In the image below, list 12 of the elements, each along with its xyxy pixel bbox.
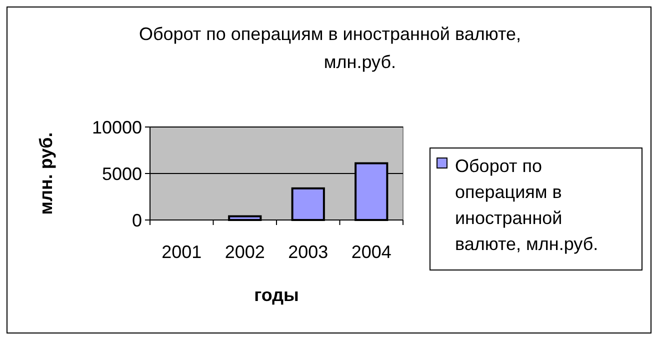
legend-label: Оборот по операциям в иностранной валюте, млн.руб. [455, 156, 598, 254]
x-tick-label: 2003 [288, 242, 328, 262]
bar [291, 187, 325, 221]
chart-title: Оборот по операциям в иностранной валюте, млн.руб. [138, 24, 522, 72]
x-tick-label: 2004 [351, 242, 392, 262]
y-tick-label: 10000 [92, 117, 142, 138]
y-tick-label: 0 [132, 210, 142, 230]
x-axis-title: годы [254, 285, 299, 305]
x-tick-label: 2002 [224, 242, 265, 262]
y-tick-label: 5000 [102, 164, 142, 184]
y-axis-title: млн. руб. [36, 132, 56, 215]
x-tick-label: 2001 [162, 242, 202, 262]
